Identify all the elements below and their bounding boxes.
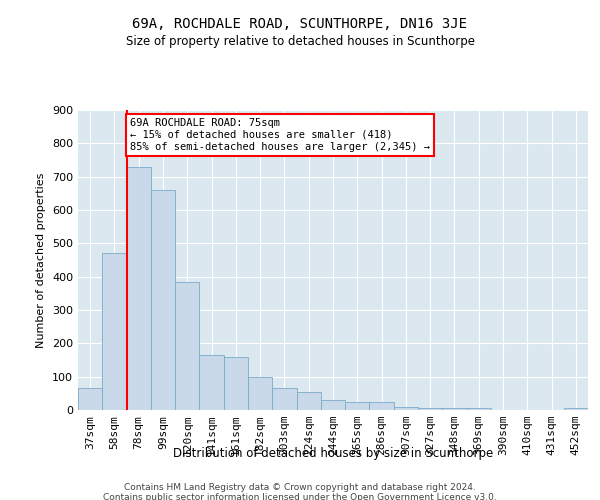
Text: Contains HM Land Registry data © Crown copyright and database right 2024.
Contai: Contains HM Land Registry data © Crown c… xyxy=(103,482,497,500)
Bar xyxy=(345,402,370,410)
Bar xyxy=(394,406,418,410)
Bar xyxy=(199,355,224,410)
Bar xyxy=(78,388,102,410)
Text: Distribution of detached houses by size in Scunthorpe: Distribution of detached houses by size … xyxy=(173,448,493,460)
Bar xyxy=(272,388,296,410)
Bar xyxy=(321,400,345,410)
Bar xyxy=(418,408,442,410)
Bar xyxy=(467,408,491,410)
Text: 69A, ROCHDALE ROAD, SCUNTHORPE, DN16 3JE: 69A, ROCHDALE ROAD, SCUNTHORPE, DN16 3JE xyxy=(133,18,467,32)
Bar xyxy=(442,408,467,410)
Bar xyxy=(370,402,394,410)
Bar xyxy=(175,282,199,410)
Bar xyxy=(296,392,321,410)
Y-axis label: Number of detached properties: Number of detached properties xyxy=(37,172,46,348)
Text: 69A ROCHDALE ROAD: 75sqm
← 15% of detached houses are smaller (418)
85% of semi-: 69A ROCHDALE ROAD: 75sqm ← 15% of detach… xyxy=(130,118,430,152)
Bar xyxy=(127,166,151,410)
Bar xyxy=(248,376,272,410)
Bar xyxy=(224,356,248,410)
Text: Size of property relative to detached houses in Scunthorpe: Size of property relative to detached ho… xyxy=(125,35,475,48)
Bar xyxy=(564,408,588,410)
Bar xyxy=(102,254,127,410)
Bar xyxy=(151,190,175,410)
